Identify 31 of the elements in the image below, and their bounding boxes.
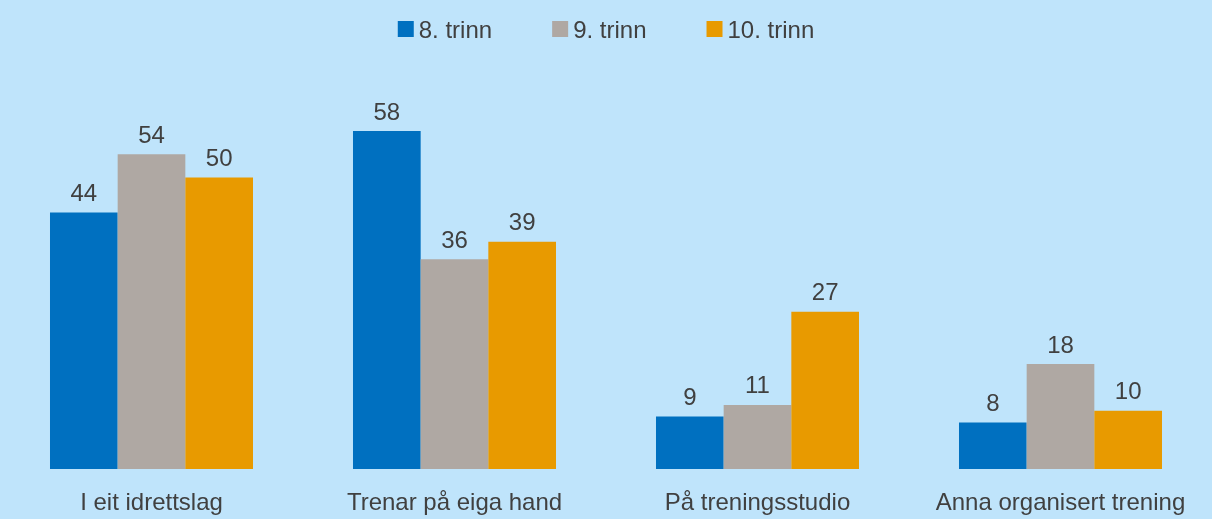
bar [1094,410,1163,469]
data-label: 39 [508,208,536,236]
x-tick-label: Anna organisert trening [935,487,1186,515]
legend-label: 8. trinn [418,15,493,43]
data-label: 8 [986,388,1000,416]
data-label: 44 [70,179,98,207]
data-label: 11 [745,371,770,399]
legend-label: 10. trinn [727,15,815,43]
bar [185,177,254,469]
data-label: 58 [373,97,401,125]
data-label: 54 [138,120,165,148]
bar [791,311,860,469]
legend-label: 9. trinn [573,15,647,43]
data-label: 36 [441,225,468,253]
data-label: 50 [205,144,233,172]
bar [117,154,186,469]
data-label: 9 [683,383,697,411]
x-tick-label: Trenar på eiga hand [346,487,563,515]
data-label: 27 [811,278,839,306]
bar [420,259,489,469]
bar [353,131,421,469]
bar [959,422,1027,469]
bar [656,416,724,469]
data-label: 18 [1047,330,1074,358]
x-tick-label: I eit idrettslag [80,487,223,515]
data-label: 10 [1114,377,1142,405]
bar [49,212,118,469]
bar [723,404,792,469]
x-tick-label: På treningsstudio [664,487,851,515]
bar [1026,364,1095,469]
bar [488,241,557,469]
